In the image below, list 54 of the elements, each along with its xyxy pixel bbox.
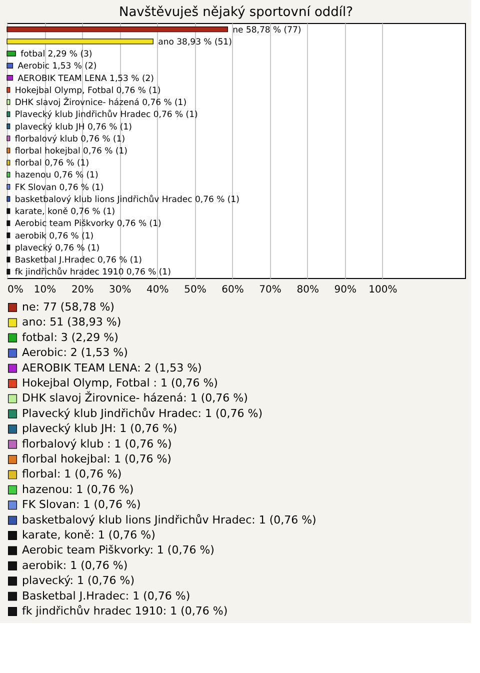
category-label: Basketbal J.Hradec 0,76 % (1) [14,256,142,266]
legend-label: florbal: 1 (0,76 %) [22,468,122,481]
category-label: Aerobic 1,53 % (2) [18,62,97,72]
category-label: AEROBIK TEAM LENA 1,53 % (2) [18,74,154,84]
category-label: FK Slovan 0,76 % (1) [14,182,104,193]
x-tick-label: 80% [296,284,319,296]
legend-label: AEROBIK TEAM LENA: 2 (1,53 %) [22,361,202,374]
chart-title: Navštěvuješ nějaký sportovní oddíl? [118,5,354,20]
legend-label: hazenou: 1 (0,76 %) [22,482,134,496]
category-label: ne 58,78 % (77) [232,25,302,36]
legend-label: fk jindřichův hradec 1910: 1 (0,76 %) [22,604,228,618]
legend-label: aerobik: 1 (0,76 %) [22,558,128,572]
category-label: basketbalový klub lions Jindřichův Hradec 0,76 % (1) [14,194,240,205]
category-label: plavecký 0,76 % (1) [14,243,100,254]
x-tick-label: 30% [109,284,132,296]
legend-label: Aerobic team Piškvorky: 1 (0,76 %) [22,544,214,557]
category-label: Plavecký klub Jindřichův Hradec 0,76 % (1) [14,110,198,120]
legend-label: Basketbal J.Hradec: 1 (0,76 %) [22,589,190,602]
x-tick-label: 20% [71,284,94,296]
category-label: fk jindřichův hradec 1910 0,76 % (1) [14,268,171,278]
category-label: ano 38,93 % (51) [158,37,232,48]
legend-label: plavecký klub JH: 1 (0,76 %) [22,422,178,436]
legend-label: ne: 77 (58,78 %) [22,300,114,314]
category-label: hazenou 0,76 % (1) [14,170,98,181]
legend-label: Hokejbal Olymp, Fotbal : 1 (0,76 %) [22,376,218,390]
legend-label: Aerobic: 2 (1,53 %) [22,346,128,360]
category-label: Aerobic team Piškvorky 0,76 % (1) [14,219,162,230]
category-label: DHK slavoj Žirovnice- házená 0,76 % (1) [14,98,187,108]
category-label: aerobik 0,76 % (1) [14,231,94,242]
category-label: plavecký klub JH 0,76 % (1) [14,122,132,132]
x-tick-label: 90% [334,284,356,296]
legend-label: karate, koně: 1 (0,76 %) [22,528,156,542]
legend-label: basketbalový klub lions Jindřichův Hradec: 1 (0,76 %) [22,513,316,526]
x-tick-label: 10% [34,284,56,296]
legend-label: ano: 51 (38,93 %) [22,316,122,329]
x-tick-label: 50% [184,284,206,296]
legend-label: FK Slovan: 1 (0,76 %) [22,498,141,512]
category-label: fotbal 2,29 % (3) [20,50,92,60]
category-label: florbal 0,76 % (1) [14,158,90,169]
category-label: florbalový klub 0,76 % (1) [14,134,126,144]
legend-label: florbal hokejbal: 1 (0,76 %) [22,452,172,466]
legend-label: florbalový klub : 1 (0,76 %) [22,437,172,450]
category-label: karate, koně 0,76 % (1) [14,207,116,218]
x-tick-label: 70% [259,284,282,296]
x-tick-label: 0% [8,284,24,296]
legend-label: fotbal: 3 (2,29 %) [22,330,118,344]
x-tick-label: 40% [146,284,169,296]
legend-label: Plavecký klub Jindřichův Hradec: 1 (0,76 %) [22,406,263,420]
category-label: florbal hokejbal 0,76 % (1) [14,146,128,156]
x-tick-label: 100% [368,284,398,296]
x-tick-label: 60% [222,284,244,296]
category-label: Hokejbal Olymp, Fotbal 0,76 % (1) [14,86,161,96]
legend-label: DHK slavoj Žirovnice- házená: 1 (0,76 %) [22,390,248,405]
legend-label: plavecký: 1 (0,76 %) [22,574,135,588]
